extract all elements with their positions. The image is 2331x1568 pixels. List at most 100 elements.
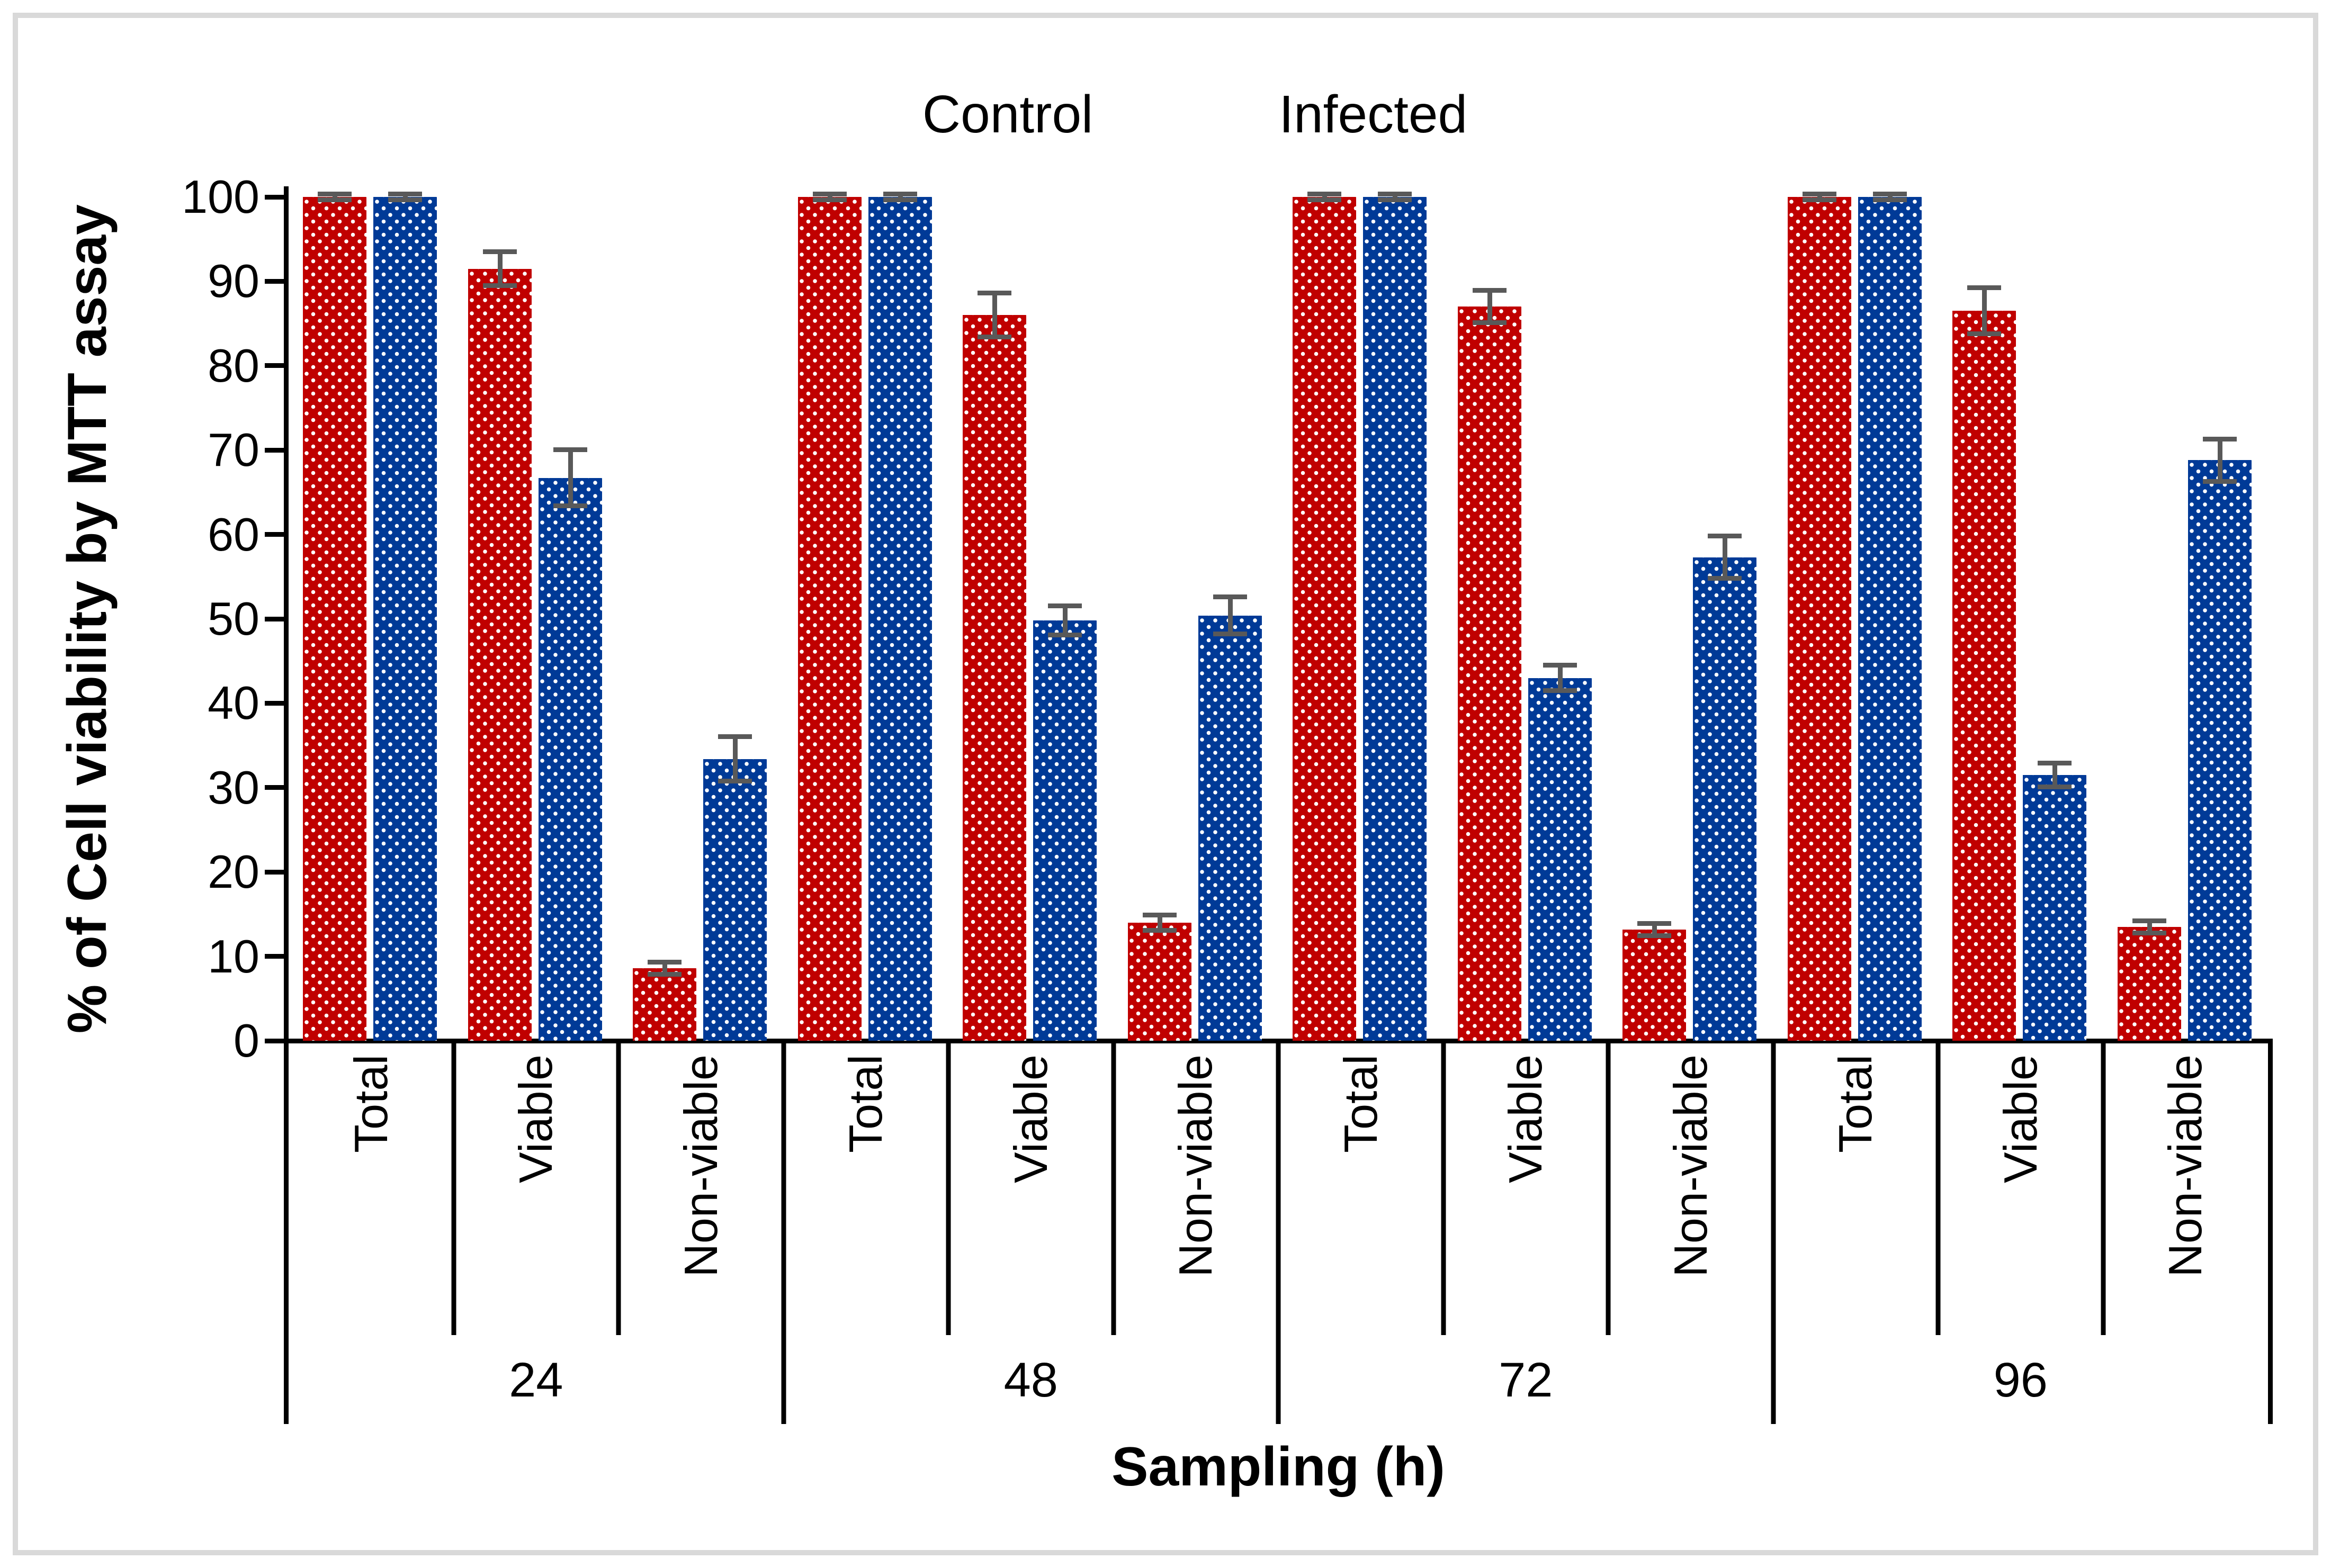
group-label-48h: 48: [1003, 1353, 1058, 1407]
category-label-96h-total: Total: [1773, 1055, 1939, 1335]
hour-separator: [1771, 1041, 1776, 1424]
category-separator: [2101, 1041, 2105, 1335]
bar-control-48h-viable: [963, 315, 1026, 1041]
error-bar-infected-96h-viable: [2038, 760, 2072, 789]
y-tick-90: [265, 278, 289, 284]
y-tick-30: [265, 785, 289, 790]
error-bar-control-48h-non-viable: [1142, 912, 1177, 933]
bar-infected-72h-non-viable: [1693, 557, 1756, 1041]
y-tick-label-80: 80: [208, 339, 259, 392]
bar-control-72h-non-viable: [1622, 929, 1686, 1041]
group-label-96h: 96: [1993, 1353, 2048, 1407]
plot-cell-24-total: [289, 192, 454, 1041]
category-label-text: Non-viable: [1664, 1055, 1717, 1277]
category-label-24h-total: Total: [289, 1055, 454, 1335]
category-separator: [1441, 1041, 1446, 1335]
control-swatch-icon: [863, 64, 899, 165]
bar-control-96h-total: [1787, 197, 1851, 1041]
bar-control-48h-non-viable: [1127, 922, 1191, 1041]
bar-control-24h-non-viable: [633, 968, 696, 1041]
category-grid-right-border: [2268, 1039, 2273, 1424]
plot-cell-24-viable: [454, 197, 619, 1041]
bar-control-72h-total: [1293, 197, 1356, 1041]
y-tick-70: [265, 447, 289, 453]
y-tick-label-60: 60: [208, 508, 259, 561]
bar-control-24h-total: [303, 197, 366, 1041]
bar-infected-96h-total: [1858, 197, 1922, 1041]
plot-cell-72-total: [1278, 192, 1444, 1041]
plot-cell-48-viable: [948, 197, 1114, 1041]
error-bar-control-96h-non-viable: [2132, 918, 2166, 935]
category-separator: [451, 1041, 456, 1335]
category-label-48h-total: Total: [784, 1055, 949, 1335]
group-label-24h: 24: [509, 1353, 563, 1407]
category-label-text: Total: [1829, 1055, 1882, 1153]
plot-cell-72-non-viable: [1608, 197, 1773, 1041]
error-bar-control-24h-viable: [482, 249, 517, 289]
plot-cell-48-non-viable: [1114, 197, 1279, 1041]
plot-cell-48-total: [784, 192, 949, 1041]
bar-control-72h-viable: [1457, 307, 1521, 1041]
category-separator: [1935, 1041, 1941, 1335]
y-tick-label-70: 70: [208, 423, 259, 476]
bar-infected-24h-total: [373, 197, 437, 1041]
y-tick-0: [265, 1038, 289, 1043]
error-bar-control-72h-non-viable: [1637, 921, 1671, 938]
plot-cell-72-viable: [1444, 197, 1609, 1041]
error-bar-control-24h-non-viable: [648, 959, 682, 977]
category-label-text: Viable: [1499, 1055, 1552, 1184]
plot-cell-96-non-viable: [2103, 197, 2269, 1041]
bar-control-24h-viable: [468, 268, 532, 1041]
category-label-24h-non-viable: Non-viable: [618, 1055, 784, 1335]
plot-cell-96-viable: [1938, 197, 2103, 1041]
category-separator: [1111, 1041, 1116, 1335]
infected-swatch-icon: [1220, 64, 1256, 165]
legend-item-control: Control: [863, 64, 1093, 165]
bar-infected-72h-total: [1363, 197, 1427, 1041]
category-label-text: Viable: [1994, 1055, 2047, 1184]
category-label-72h-viable: Viable: [1444, 1055, 1609, 1335]
y-tick-10: [265, 954, 289, 959]
error-bar-infected-48h-viable: [1048, 603, 1082, 638]
error-bar-control-24h-total: [318, 192, 352, 203]
legend: Control Infected: [0, 64, 2331, 165]
error-bar-infected-24h-total: [388, 192, 422, 203]
category-label-48h-viable: Viable: [948, 1055, 1114, 1335]
category-label-96h-viable: Viable: [1938, 1055, 2103, 1335]
error-bar-control-72h-viable: [1472, 288, 1507, 326]
category-label-48h-non-viable: Non-viable: [1114, 1055, 1279, 1335]
bar-control-96h-non-viable: [2117, 926, 2181, 1041]
category-label-text: Viable: [1004, 1055, 1057, 1184]
category-label-72h-total: Total: [1278, 1055, 1444, 1335]
bar-infected-72h-viable: [1528, 678, 1592, 1041]
x-axis-title: Sampling (h): [1111, 1436, 1445, 1498]
y-tick-40: [265, 700, 289, 706]
x-axis-line: [265, 1039, 2273, 1043]
legend-item-infected: Infected: [1220, 64, 1467, 165]
error-bar-infected-48h-non-viable: [1213, 594, 1247, 637]
category-label-24h-viable: Viable: [454, 1055, 619, 1335]
y-tick-label-100: 100: [182, 170, 259, 223]
category-label-text: Viable: [509, 1055, 562, 1184]
y-tick-label-30: 30: [208, 761, 259, 814]
bar-control-96h-viable: [1952, 311, 2016, 1041]
error-bar-infected-72h-viable: [1543, 662, 1577, 693]
error-bar-infected-48h-total: [883, 192, 917, 203]
error-bar-infected-72h-non-viable: [1708, 534, 1742, 581]
error-bar-infected-72h-total: [1378, 192, 1412, 203]
y-tick-60: [265, 532, 289, 537]
plot-area: [289, 192, 2269, 1041]
category-label-72h-non-viable: Non-viable: [1608, 1055, 1773, 1335]
category-separator: [616, 1041, 621, 1335]
hour-separator: [781, 1041, 786, 1424]
y-tick-label-10: 10: [208, 930, 259, 983]
group-label-72h: 72: [1499, 1353, 1553, 1407]
category-axis: Total Viable Non-viable 24 Total Viable Non-vi…: [289, 1039, 2268, 1424]
bar-infected-48h-non-viable: [1198, 615, 1262, 1041]
error-bar-control-72h-total: [1307, 192, 1341, 203]
bar-infected-96h-viable: [2023, 774, 2086, 1041]
error-bar-control-96h-total: [1802, 192, 1836, 203]
bar-infected-24h-non-viable: [703, 759, 767, 1041]
error-bar-control-96h-viable: [1967, 285, 2001, 336]
y-tick-20: [265, 869, 289, 875]
